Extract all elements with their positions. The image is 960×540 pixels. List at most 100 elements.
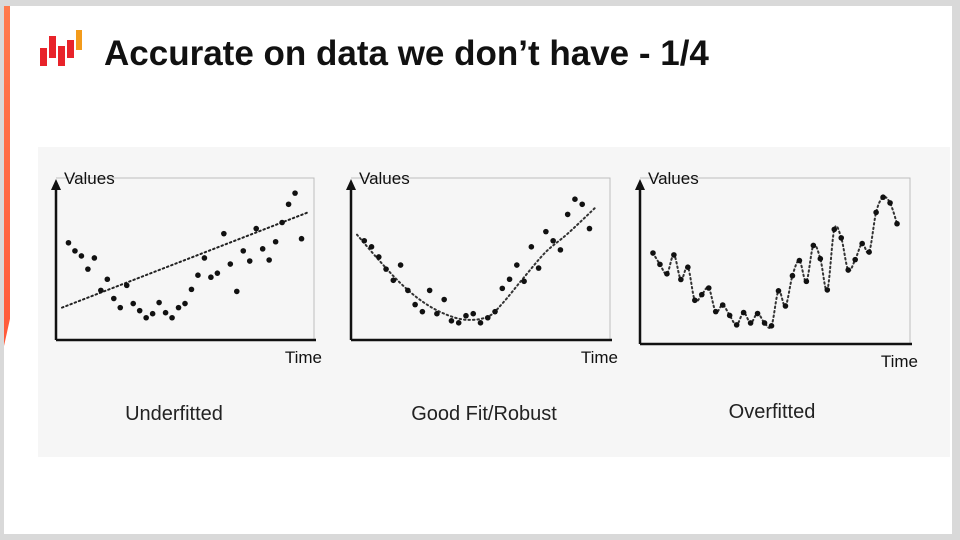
x-axis-label: Time — [581, 348, 618, 367]
data-point — [156, 299, 162, 306]
data-point — [726, 312, 733, 319]
data-point — [678, 276, 684, 283]
data-point — [664, 271, 670, 277]
data-point — [272, 238, 279, 245]
data-point — [499, 285, 506, 292]
y-axis-arrow-icon — [51, 179, 61, 190]
data-point — [775, 288, 782, 294]
data-point — [383, 266, 389, 272]
plot-frame — [351, 177, 611, 340]
data-point — [873, 209, 879, 216]
data-point — [733, 322, 740, 328]
data-point — [214, 270, 221, 276]
data-point — [803, 278, 810, 285]
data-point — [817, 255, 824, 262]
x-axis-label: Time — [881, 352, 918, 371]
overfit-curve — [651, 195, 899, 329]
panel-label-overfitted: Overfitted — [728, 401, 816, 423]
y-axis-arrow-icon — [346, 179, 356, 190]
y-axis-label: Values — [648, 169, 699, 188]
data-point — [292, 190, 298, 196]
data-point — [85, 266, 91, 272]
data-point — [747, 320, 754, 326]
data-point — [78, 253, 85, 259]
data-point — [188, 286, 195, 293]
data-point — [557, 247, 564, 253]
data-point — [845, 267, 852, 273]
data-point — [227, 261, 234, 267]
chart-panel-overfitted: Values Time — [635, 169, 918, 371]
data-point — [397, 262, 404, 268]
data-point — [564, 211, 571, 218]
brand-logo-icon — [40, 30, 82, 66]
panel-label-good-fit: Good Fit/Robust — [411, 403, 557, 425]
data-point — [361, 237, 368, 244]
data-point — [782, 303, 789, 309]
data-point — [463, 312, 469, 319]
data-point — [535, 265, 542, 271]
data-point — [130, 300, 137, 307]
data-point — [796, 257, 803, 264]
data-point — [761, 320, 768, 326]
fit-curve — [356, 205, 598, 321]
data-point — [810, 242, 817, 249]
data-point — [586, 225, 593, 232]
data-point — [149, 310, 156, 317]
data-point — [117, 304, 124, 311]
data-point — [657, 261, 663, 268]
data-point — [405, 287, 411, 294]
fit-comparison-figure: Values Time Values Time Values Time — [51, 169, 918, 371]
data-point — [279, 219, 285, 226]
data-point — [789, 272, 796, 279]
data-point — [894, 220, 900, 227]
data-point — [175, 304, 182, 311]
data-point — [579, 201, 586, 208]
data-point — [441, 296, 447, 303]
data-point — [162, 309, 169, 316]
fit-line — [61, 211, 309, 309]
data-point — [543, 228, 549, 235]
data-point — [104, 276, 111, 283]
data-point — [831, 226, 838, 233]
data-point — [298, 235, 305, 242]
data-point — [136, 307, 143, 314]
data-point — [528, 244, 535, 250]
data-point — [368, 244, 375, 250]
data-point — [123, 282, 130, 289]
data-point — [419, 308, 426, 315]
data-point — [201, 255, 208, 261]
data-point — [65, 239, 72, 246]
data-point — [169, 314, 175, 321]
data-point — [182, 300, 188, 307]
panel-label-underfitted: Underfitted — [125, 403, 223, 425]
data-point — [221, 230, 227, 237]
chart-panel-underfitted: Values Time — [51, 169, 322, 367]
data-point — [754, 310, 761, 317]
data-point — [233, 288, 240, 295]
data-point — [838, 235, 845, 241]
data-point — [650, 250, 656, 256]
data-point — [246, 258, 253, 264]
data-point — [412, 301, 418, 308]
plot-frame — [56, 177, 315, 340]
data-point — [740, 309, 747, 316]
data-point — [685, 264, 691, 271]
data-point — [692, 297, 698, 304]
figure-background — [38, 147, 950, 457]
y-axis-arrow-icon — [635, 179, 645, 190]
data-point — [98, 287, 104, 294]
data-point — [91, 255, 98, 261]
plot-frame — [640, 177, 911, 344]
data-point — [448, 318, 455, 324]
data-point — [866, 249, 872, 255]
data-point — [470, 310, 477, 317]
data-point — [143, 314, 149, 321]
data-point — [859, 240, 865, 247]
data-point — [259, 246, 266, 252]
data-point — [477, 320, 484, 326]
accent-bar — [4, 6, 10, 346]
data-point — [72, 248, 78, 254]
data-point — [390, 277, 397, 284]
data-point — [514, 262, 520, 268]
data-point — [484, 314, 491, 321]
